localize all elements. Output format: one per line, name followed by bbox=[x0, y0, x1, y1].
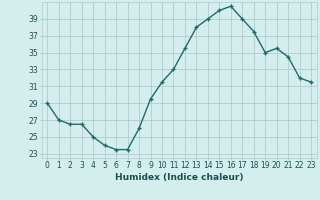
X-axis label: Humidex (Indice chaleur): Humidex (Indice chaleur) bbox=[115, 173, 244, 182]
